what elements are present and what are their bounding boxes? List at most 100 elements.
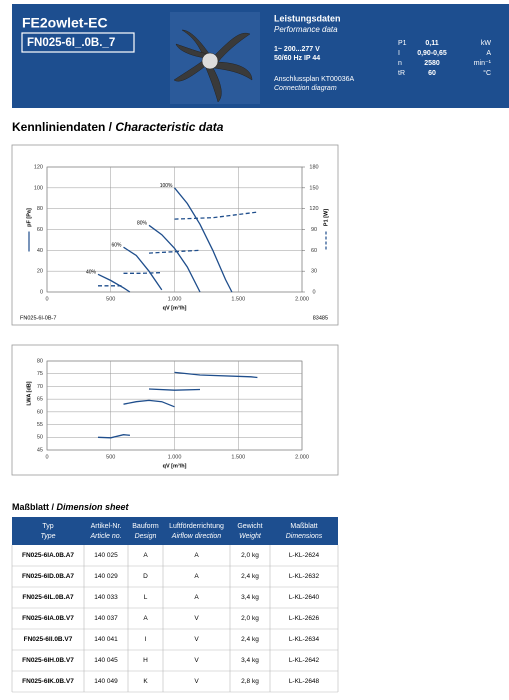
perf-value: 0,11 (425, 40, 438, 47)
perf-de: Leistungsdaten (274, 13, 341, 23)
dimension-title: Maßblatt / Dimension sheet (12, 502, 130, 512)
x-tick-label: 2.000 (295, 296, 309, 302)
section-title: Kennliniendaten / Characteristic data (12, 120, 224, 134)
header-de: Bauform (132, 523, 159, 530)
perf-symbol: tR (398, 70, 405, 77)
cell: FN025-6II.0B.V7 (24, 636, 73, 643)
x-tick-label: 0 (45, 454, 48, 460)
perf-value: 2580 (424, 60, 440, 67)
dimension-de: Maßblatt / (12, 502, 54, 512)
x-tick-label: 2.000 (295, 454, 309, 460)
footnote: 83485 (313, 315, 328, 321)
y-axis-label: LWA [dB] (26, 381, 32, 405)
cell: 2,8 kg (241, 678, 259, 685)
perf-unit: kW (481, 40, 492, 47)
cell: L-KL-2634 (289, 636, 320, 643)
dimension-en: Dimension sheet (57, 502, 130, 512)
cell: L-KL-2626 (289, 615, 320, 622)
x-axis-label: qV [m³/h] (163, 304, 187, 311)
cell: L-KL-2648 (289, 678, 320, 685)
cell: 2,0 kg (241, 552, 259, 559)
x-tick-label: 0 (45, 296, 48, 302)
diagram-de: Anschlussplan KT00036A (274, 76, 354, 83)
y-tick-label: 55 (37, 422, 43, 428)
cell: K (143, 678, 148, 685)
y-tick-label: 20 (37, 269, 43, 275)
curve-label: 40% (86, 270, 97, 276)
cell: A (143, 552, 148, 559)
cell: I (145, 636, 147, 643)
y-tick-label: 65 (37, 397, 43, 403)
model: FN025-6I_.0B._7 (27, 37, 115, 49)
x-tick-label: 1.500 (231, 296, 245, 302)
fan-image (170, 12, 260, 104)
cell: 140 045 (94, 657, 118, 664)
perf-symbol: I (398, 50, 400, 57)
cell: V (194, 678, 199, 685)
cell: V (194, 636, 199, 643)
y2-axis-label: P1 [W] (323, 209, 329, 226)
header-en: Airflow direction (171, 533, 222, 540)
cell: 2,4 kg (241, 573, 259, 580)
y-tick-label: 0 (40, 289, 43, 295)
perf-symbol: n (398, 60, 402, 67)
cell: FN025-6IH.0B.V7 (22, 657, 74, 664)
y-tick-label: 60 (37, 227, 43, 233)
cell: H (143, 657, 148, 664)
curve-label: 100% (160, 183, 173, 189)
y-tick-label: 50 (37, 435, 43, 441)
curve (174, 371, 258, 379)
header-en: Weight (239, 533, 262, 540)
cell: FN025-6ID.0B.A7 (22, 573, 74, 580)
cell: 140 041 (94, 636, 118, 643)
cell: L-KL-2642 (289, 657, 320, 664)
curve (97, 273, 131, 293)
header-de: Maßblatt (290, 523, 317, 530)
cell: 2,0 kg (241, 615, 259, 622)
section-de: Kennliniendaten / (12, 120, 113, 134)
cell: L-KL-2640 (289, 594, 320, 601)
cell: 140 025 (94, 552, 118, 559)
cell: A (194, 573, 199, 580)
cell: FN025-6IL.0B.A7 (22, 594, 74, 601)
cell: V (194, 615, 199, 622)
cell: L-KL-2624 (289, 552, 320, 559)
power-curve (148, 249, 201, 254)
x-tick-label: 1.000 (168, 454, 182, 460)
y-tick-label: 100 (34, 185, 43, 191)
header-en: Type (40, 533, 55, 540)
header-en: Design (135, 533, 157, 540)
model-box (21, 32, 135, 53)
cell: D (143, 573, 148, 580)
cell: A (143, 615, 148, 622)
curve-label: 60% (111, 243, 122, 249)
x-tick-label: 1.000 (168, 296, 182, 302)
y2-tick-label: 180 (309, 164, 318, 170)
cell: L-KL-2632 (289, 573, 320, 580)
cell: 140 029 (94, 573, 118, 580)
y2-tick-label: 30 (311, 269, 317, 275)
header-de: Typ (42, 523, 53, 530)
cell: FN025-6IA.0B.V7 (22, 615, 74, 622)
cell: A (194, 594, 199, 601)
perf-en: Performance data (274, 25, 338, 34)
curve (148, 388, 201, 391)
y-tick-label: 40 (37, 248, 43, 254)
perf-value: 0,90-0,65 (417, 50, 447, 57)
y-tick-label: 60 (37, 409, 43, 415)
cell: L (144, 594, 148, 601)
header-en: Dimensions (286, 533, 323, 540)
y-tick-label: 70 (37, 384, 43, 390)
curve (97, 434, 130, 439)
y2-tick-label: 0 (312, 289, 315, 295)
title: FE2owlet-EC (22, 15, 108, 31)
y-tick-label: 80 (37, 206, 43, 212)
cell: 140 049 (94, 678, 118, 685)
curve (123, 246, 163, 291)
supply: 1~ 200...277 V (274, 46, 320, 53)
y2-tick-label: 60 (311, 248, 317, 254)
perf-unit: min⁻¹ (474, 60, 492, 67)
cell: 3,4 kg (241, 594, 259, 601)
y-axis-label: pF [Pa] (26, 208, 32, 227)
